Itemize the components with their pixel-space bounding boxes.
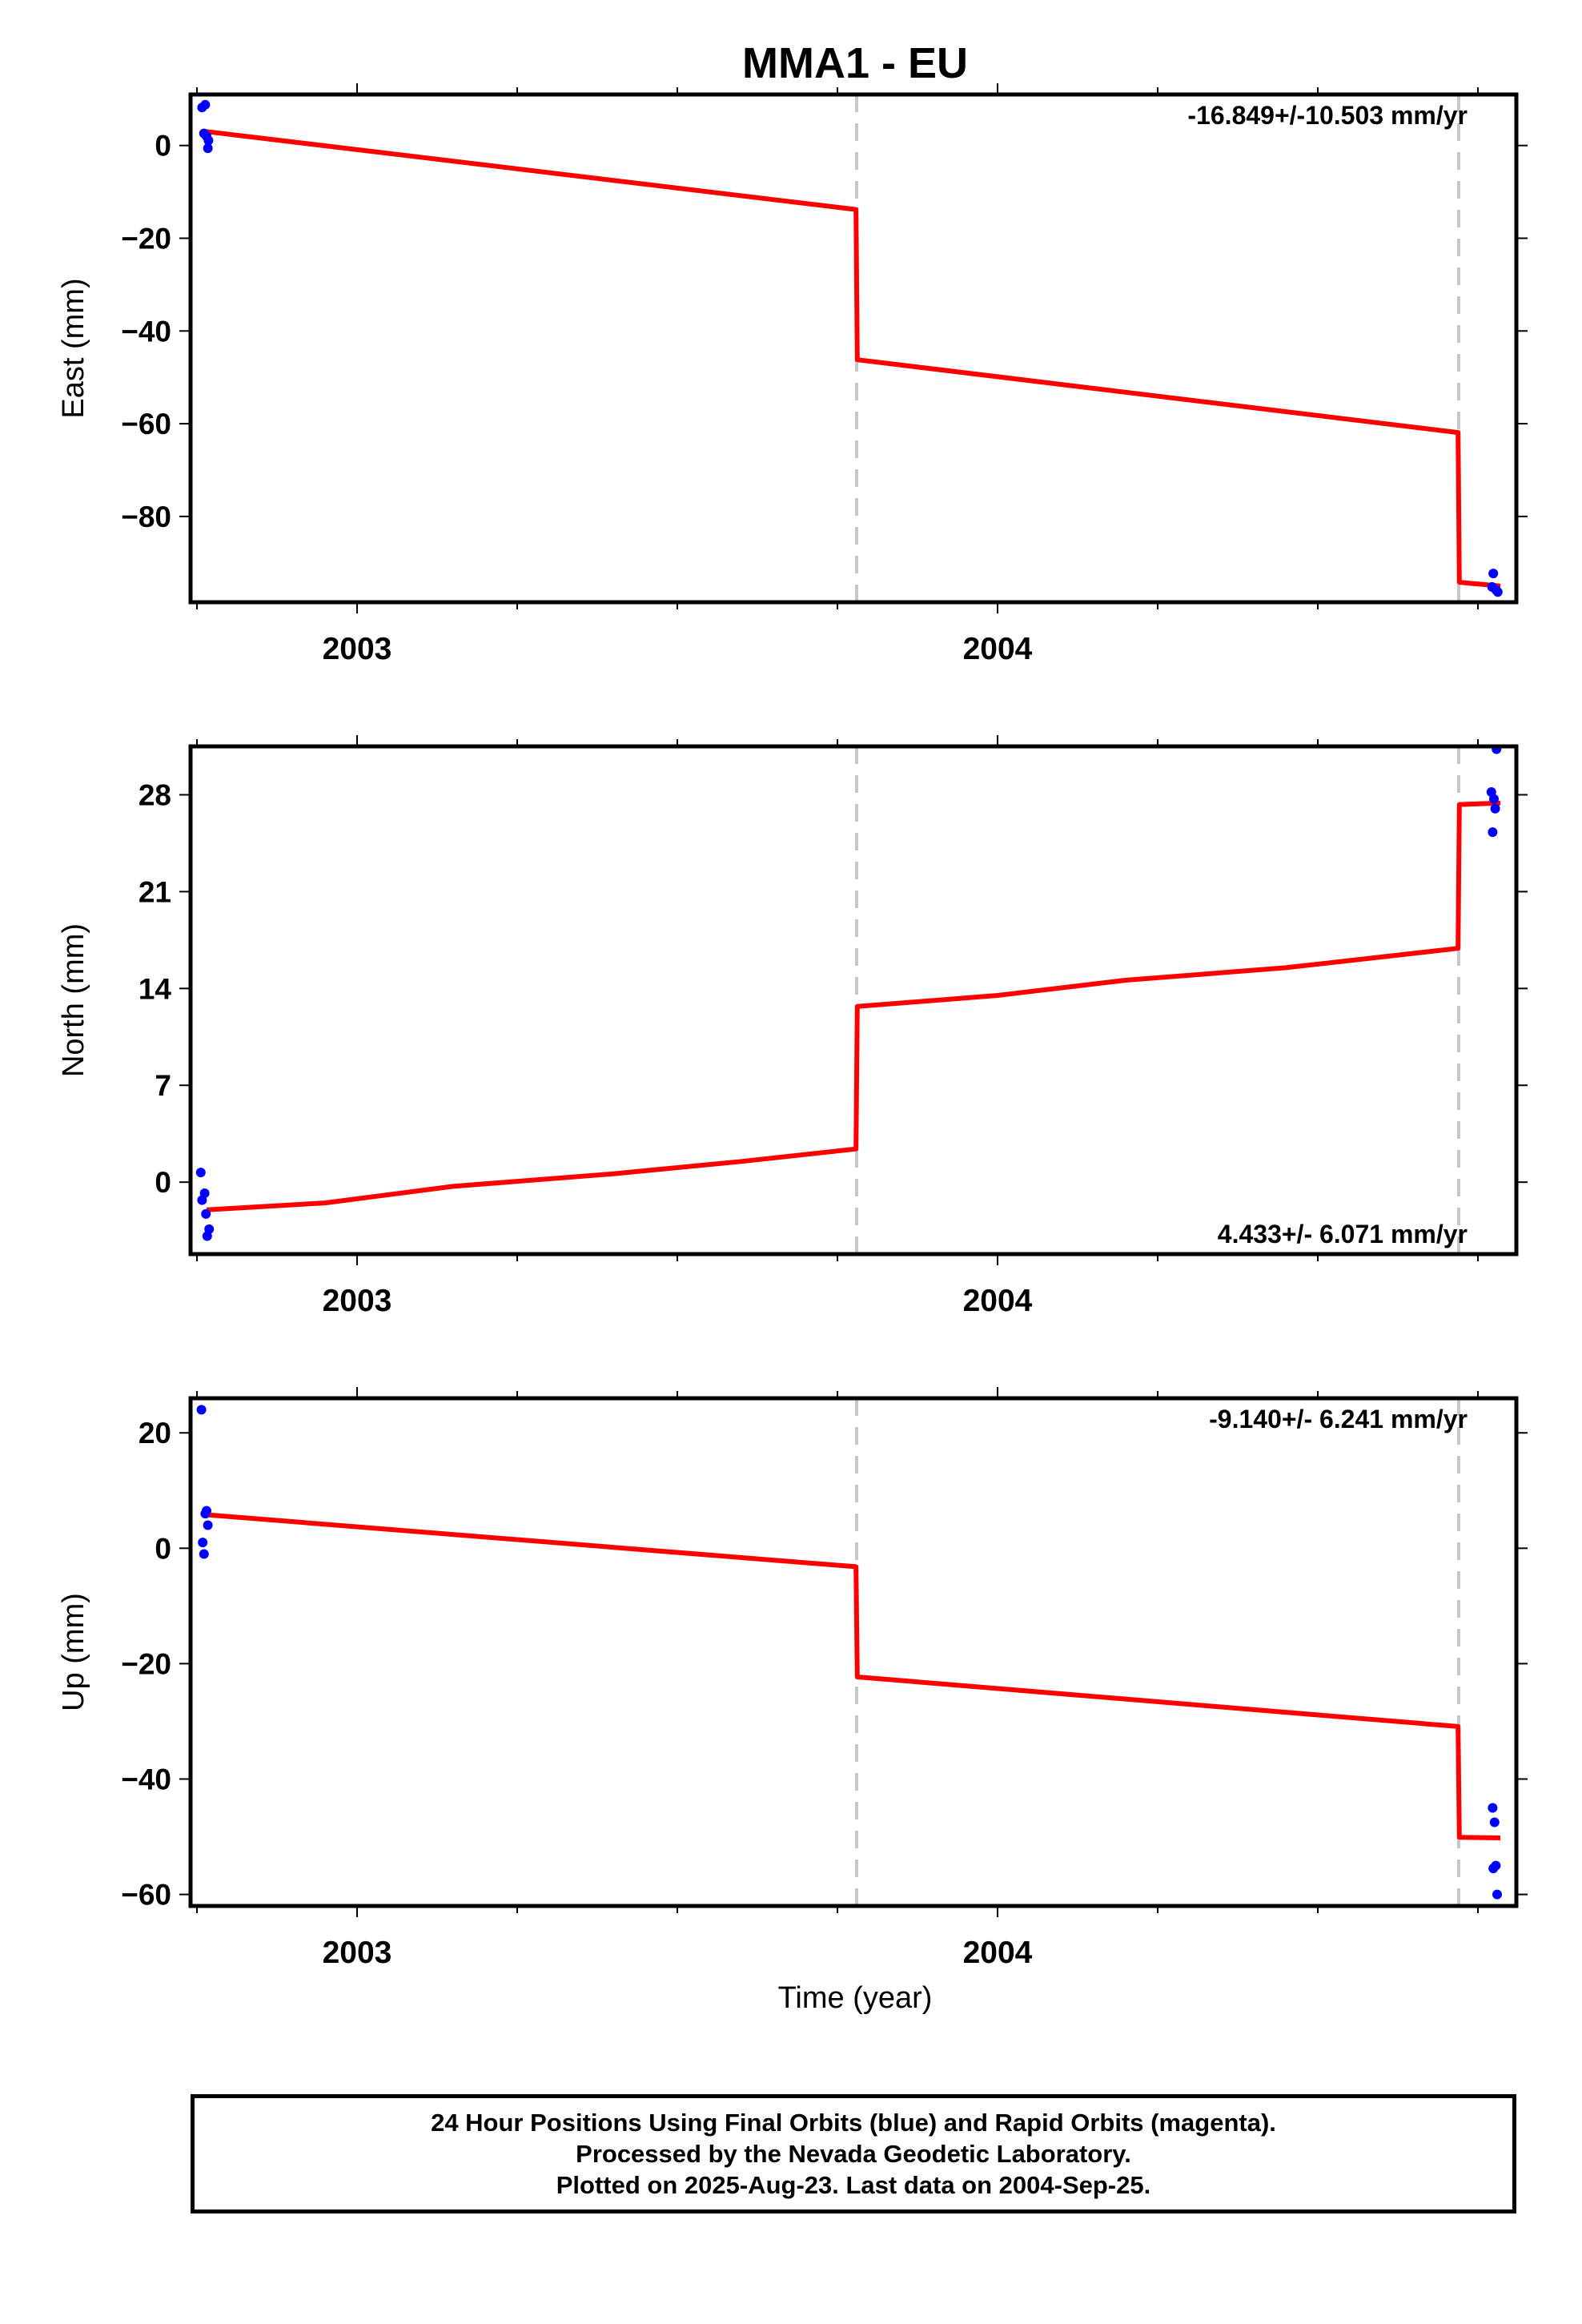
panel-north: 28 21 14 7 0 2003 2004 North (mm) 4.433+/- 6.071… bbox=[57, 735, 1528, 1318]
x-tick-label: 2004 bbox=[963, 1936, 1033, 1970]
y-tick-label: −60 bbox=[121, 408, 171, 440]
y-axis-label: East (mm) bbox=[57, 278, 90, 418]
y-tick-label: −20 bbox=[121, 222, 171, 255]
panel-up: 20 0 −20 −40 −60 2003 2004 Up (mm) -9.140+/- 6.2… bbox=[57, 1387, 1528, 1970]
data-point bbox=[1492, 1889, 1502, 1900]
y-axis-label: North (mm) bbox=[57, 923, 90, 1077]
y-tick-label: −40 bbox=[121, 1763, 171, 1796]
data-point bbox=[203, 1520, 213, 1530]
caption-line-2: Processed by the Nevada Geodetic Laborat… bbox=[576, 2140, 1131, 2168]
data-point bbox=[198, 1538, 208, 1548]
y-tick-label: −20 bbox=[121, 1647, 171, 1680]
panel-frame-up bbox=[188, 1396, 1519, 1908]
y-tick-label: 20 bbox=[139, 1417, 171, 1449]
data-point bbox=[199, 1549, 209, 1559]
data-point bbox=[1488, 1803, 1498, 1813]
x-tick-label: 2004 bbox=[963, 632, 1033, 666]
data-point bbox=[203, 143, 213, 154]
caption-box: 24 Hour Positions Using Final Orbits (bl… bbox=[191, 2094, 1516, 2213]
x-tick-label: 2003 bbox=[323, 632, 392, 666]
y-tick-label: 14 bbox=[139, 972, 172, 1005]
data-point bbox=[1488, 827, 1498, 838]
y-tick-label: 0 bbox=[155, 130, 171, 163]
data-point bbox=[200, 99, 211, 110]
figure-title: MMA1 - EU bbox=[742, 39, 968, 87]
model-line-north bbox=[206, 800, 1501, 1212]
rate-label-east: -16.849+/-10.503 mm/yr bbox=[1187, 101, 1468, 130]
y-tick-label: −40 bbox=[121, 315, 171, 348]
caption-line-1: 24 Hour Positions Using Final Orbits (bl… bbox=[431, 2109, 1276, 2137]
model-line-up bbox=[206, 1512, 1501, 1840]
data-point bbox=[1489, 1817, 1500, 1827]
data-point bbox=[201, 1208, 211, 1219]
rate-label-north: 4.433+/- 6.071 mm/yr bbox=[1218, 1220, 1468, 1248]
data-point bbox=[203, 135, 214, 146]
data-point bbox=[204, 1224, 215, 1234]
data-point bbox=[195, 1168, 206, 1178]
y-tick-label: 21 bbox=[139, 875, 171, 908]
model-line-east bbox=[206, 129, 1501, 589]
data-point bbox=[1489, 794, 1499, 804]
y-axis-label: Up (mm) bbox=[57, 1593, 90, 1711]
data-point bbox=[202, 1506, 211, 1516]
x-tick-label: 2003 bbox=[323, 1936, 392, 1970]
panel-east: 0 −20 −40 −60 −80 2003 2004 East (mm) -16.849+/-… bbox=[57, 83, 1528, 666]
y-tick-label: −80 bbox=[121, 501, 171, 533]
y-tick-label: −60 bbox=[121, 1879, 171, 1912]
panel-frame-north bbox=[188, 744, 1519, 1256]
data-point bbox=[196, 1405, 207, 1415]
panels-group: 0 −20 −40 −60 −80 2003 2004 East (mm) -16.849+/-… bbox=[57, 83, 1528, 1970]
y-tick-label: 0 bbox=[155, 1532, 171, 1565]
x-tick-label: 2004 bbox=[963, 1284, 1033, 1318]
panel-frame-east bbox=[188, 92, 1519, 605]
caption-line-3: Plotted on 2025-Aug-23. Last data on 200… bbox=[556, 2171, 1151, 2199]
rate-label-up: -9.140+/- 6.241 mm/yr bbox=[1209, 1405, 1468, 1433]
data-point bbox=[1488, 569, 1499, 579]
data-point bbox=[1491, 1860, 1501, 1871]
x-axis-label: Time (year) bbox=[778, 1981, 933, 2015]
x-tick-label: 2003 bbox=[323, 1284, 392, 1318]
y-tick-label: 7 bbox=[155, 1069, 171, 1102]
data-point bbox=[1492, 587, 1503, 597]
data-point bbox=[1490, 803, 1500, 814]
y-tick-label: 0 bbox=[155, 1166, 171, 1199]
data-point bbox=[199, 1188, 210, 1198]
y-tick-label: 28 bbox=[139, 778, 171, 811]
